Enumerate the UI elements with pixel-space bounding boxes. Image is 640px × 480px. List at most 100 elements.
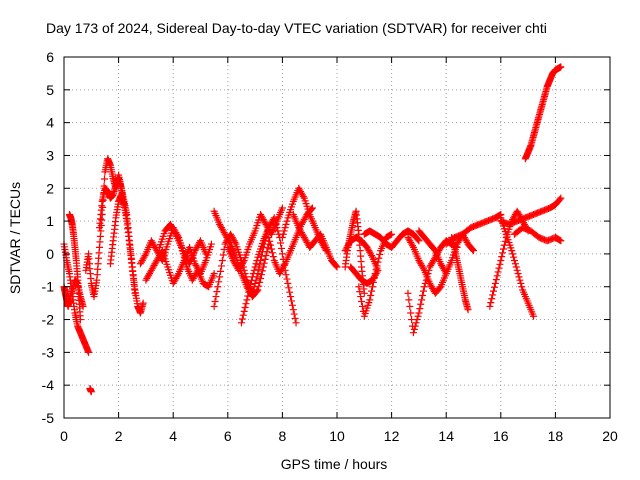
data-point — [262, 252, 270, 260]
series-track — [265, 204, 316, 278]
data-point — [291, 314, 299, 322]
data-point — [414, 312, 422, 320]
data-point — [498, 253, 506, 261]
data-point — [255, 282, 263, 290]
chart-title: Day 173 of 2024, Sidereal Day-to-day VTE… — [46, 20, 547, 36]
data-point — [411, 322, 419, 330]
data-point — [409, 329, 417, 337]
data-point — [177, 243, 185, 251]
data-point — [356, 288, 364, 296]
data-point — [210, 270, 218, 278]
data-point — [515, 273, 523, 281]
x-tick-label: 16 — [493, 428, 509, 444]
data-point — [557, 194, 565, 202]
data-point — [369, 278, 377, 286]
data-point — [486, 302, 494, 310]
data-point — [371, 270, 379, 278]
data-point — [246, 284, 254, 292]
data-point — [518, 283, 526, 291]
data-point — [269, 253, 277, 261]
data-point — [256, 261, 264, 269]
data-point — [414, 236, 422, 244]
data-point — [372, 266, 380, 274]
data-point — [240, 307, 248, 315]
data-point — [288, 297, 295, 305]
data-point — [499, 249, 507, 257]
grid-layer — [64, 57, 610, 418]
data-point — [373, 262, 381, 270]
data-point — [271, 217, 279, 225]
x-tick-label: 20 — [602, 428, 618, 444]
data-point — [278, 204, 286, 212]
data-point — [368, 252, 376, 260]
data-point — [216, 273, 224, 281]
data-point — [495, 264, 503, 272]
data-point — [272, 220, 280, 228]
data-point — [244, 292, 252, 300]
data-point — [238, 315, 246, 323]
data-point — [265, 234, 273, 241]
series-track — [521, 63, 565, 163]
data-point — [213, 288, 221, 296]
data-point — [285, 284, 293, 292]
data-point — [406, 302, 414, 310]
data-point — [417, 300, 425, 308]
data-point — [179, 250, 187, 258]
data-point — [530, 312, 538, 320]
data-point — [255, 265, 263, 273]
data-point — [418, 296, 426, 304]
data-point — [214, 283, 222, 291]
data-point — [273, 224, 281, 232]
data-point — [469, 246, 477, 254]
data-point — [247, 281, 255, 289]
series-track — [360, 227, 423, 251]
data-point — [249, 270, 257, 278]
data-point — [308, 204, 316, 212]
data-point — [516, 276, 524, 284]
data-point — [510, 256, 518, 264]
data-point — [410, 325, 418, 333]
data-point — [419, 265, 427, 273]
y-tick-label: 6 — [46, 49, 54, 65]
y-tick-label: -1 — [42, 279, 55, 295]
data-point — [496, 260, 504, 268]
data-point — [267, 241, 275, 249]
data-point — [491, 279, 499, 287]
data-point — [490, 283, 498, 291]
data-point — [388, 230, 396, 238]
data-point — [248, 273, 256, 281]
y-tick-label: 5 — [46, 82, 54, 98]
data-point — [419, 291, 427, 299]
data-point — [415, 237, 423, 245]
data-point — [268, 249, 276, 257]
data-point — [277, 244, 285, 252]
data-point — [470, 247, 477, 255]
x-tick-label: 6 — [224, 428, 232, 444]
data-point — [375, 254, 383, 262]
data-point — [218, 256, 226, 264]
data-point — [85, 348, 93, 356]
series-track — [142, 240, 215, 287]
y-tick-label: 1 — [46, 213, 54, 229]
data-point — [247, 277, 255, 285]
data-point — [260, 259, 268, 267]
data-point — [413, 316, 421, 324]
data-point — [212, 293, 220, 301]
data-point — [412, 319, 420, 327]
data-point — [280, 227, 288, 235]
series-track — [497, 194, 565, 228]
data-point — [409, 242, 417, 250]
data-point — [290, 310, 298, 318]
data-point — [219, 251, 227, 259]
x-tick-label: 8 — [279, 428, 287, 444]
data-point — [489, 291, 497, 299]
data-point — [241, 304, 249, 312]
data-point — [258, 267, 266, 275]
data-point — [281, 224, 289, 232]
data-point — [261, 255, 269, 263]
data-point — [237, 319, 245, 327]
series-track — [60, 276, 87, 310]
data-point — [254, 286, 262, 294]
